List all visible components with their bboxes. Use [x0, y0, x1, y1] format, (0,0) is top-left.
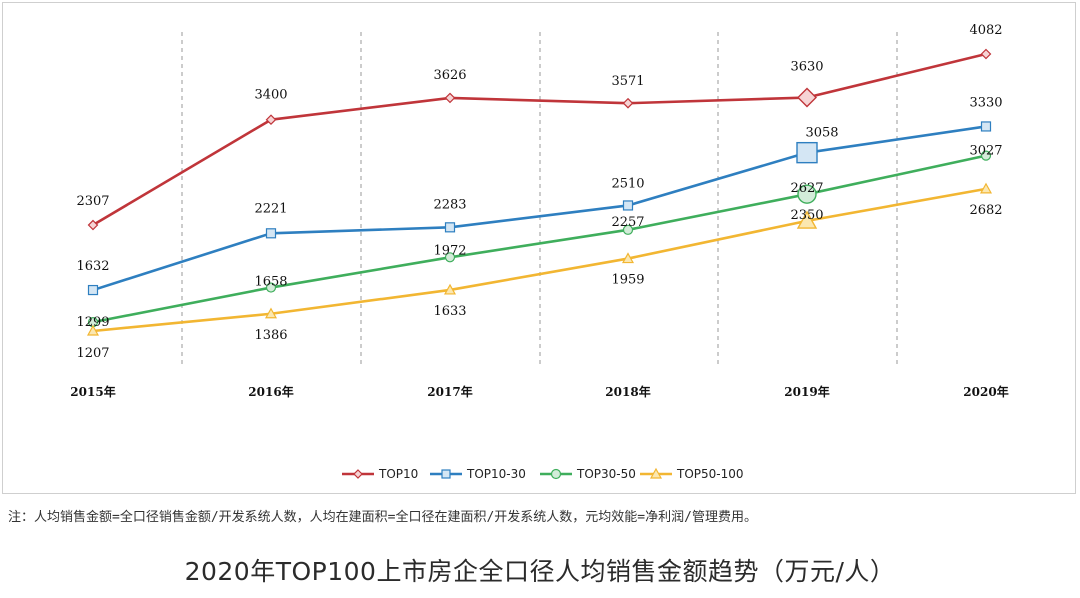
line-chart: 2307 3400 3626 3571 3630 4082 1632 2221 2283 2510… — [70, 23, 1008, 481]
series-line-top10 — [92, 52, 987, 227]
data-label: 1299 — [76, 315, 109, 330]
data-label: 2221 — [254, 201, 287, 216]
data-label: 3626 — [433, 68, 466, 83]
square-marker — [444, 222, 456, 233]
square-marker — [622, 200, 634, 211]
triangle-marker — [796, 210, 818, 229]
diamond-marker — [622, 97, 634, 109]
x-tick-label: 2016年 — [248, 384, 293, 399]
legend-marker — [353, 469, 363, 479]
circle-marker — [444, 252, 456, 263]
data-label: 3400 — [254, 88, 287, 103]
data-label: 1207 — [76, 346, 109, 361]
legend: TOP10 TOP10-30 TOP30-50 TOP50-100 — [342, 467, 744, 481]
square-marker — [265, 228, 277, 239]
data-label: 1658 — [254, 275, 287, 290]
data-label: 3058 — [805, 126, 838, 141]
data-label: 2627 — [790, 181, 823, 196]
triangle-marker — [264, 307, 278, 319]
square-marker — [87, 284, 99, 296]
chart-title: 2020年TOP100上市房企全口径人均销售金额趋势（万元/人） — [184, 557, 896, 586]
data-label: 4082 — [969, 23, 1002, 38]
circle-marker — [265, 282, 277, 293]
data-label: 2350 — [790, 208, 823, 223]
x-tick-label: 2017年 — [427, 384, 472, 399]
data-label: 1959 — [611, 273, 644, 288]
legend-label: TOP10-30 — [466, 467, 526, 481]
legend-marker — [649, 467, 663, 479]
diamond-marker — [444, 92, 456, 104]
x-tick-label: 2019年 — [784, 384, 829, 399]
series-line-top30-50 — [92, 154, 987, 324]
data-label: 2257 — [611, 215, 644, 230]
data-label: 1632 — [76, 259, 109, 274]
data-label: 3571 — [611, 74, 644, 89]
data-label: 2682 — [969, 203, 1002, 218]
chart-note: 注：人均销售金额=全口径销售金额/开发系统人数，人均在建面积=全口径在建面积/开… — [8, 510, 757, 525]
square-marker — [980, 121, 992, 132]
x-tick-label: 2015年 — [70, 384, 115, 399]
data-label: 2510 — [611, 176, 644, 191]
legend-label: TOP30-50 — [576, 467, 636, 481]
series-line-top10-30 — [92, 125, 987, 292]
diamond-marker — [980, 48, 992, 60]
circle-marker — [622, 224, 634, 235]
data-label: 1972 — [433, 243, 466, 258]
diamond-marker — [265, 114, 277, 126]
triangle-marker — [443, 283, 457, 295]
legend-label: TOP50-100 — [676, 467, 744, 481]
x-tick-label: 2018年 — [605, 384, 650, 399]
x-tick-label: 2020年 — [963, 384, 1008, 399]
diamond-marker — [797, 87, 817, 108]
series-line-top50-100 — [92, 187, 987, 333]
triangle-marker — [621, 252, 635, 264]
data-label: 3630 — [790, 60, 823, 75]
data-label: 3330 — [969, 95, 1002, 110]
legend-marker — [441, 469, 451, 479]
grid-lines — [181, 32, 898, 368]
triangle-marker — [86, 324, 100, 336]
triangle-marker — [979, 182, 993, 194]
data-label: 2283 — [433, 197, 466, 212]
square-marker — [796, 141, 818, 164]
diamond-marker — [87, 219, 99, 231]
series-lines — [92, 52, 987, 333]
series-markers — [86, 48, 993, 336]
legend-marker — [550, 468, 562, 480]
data-label: 1633 — [433, 304, 466, 319]
data-label: 3027 — [969, 144, 1002, 159]
legend-label: TOP10 — [378, 467, 418, 481]
circle-marker — [980, 150, 992, 161]
circle-marker — [797, 184, 817, 204]
data-label: 2307 — [76, 194, 109, 209]
data-labels: 2307 3400 3626 3571 3630 4082 1632 2221 2283 2510… — [76, 23, 1002, 361]
data-label: 1386 — [254, 328, 287, 343]
x-axis-ticks: 2015年 2016年 2017年 2018年 2019年 2020年 — [70, 384, 1008, 399]
